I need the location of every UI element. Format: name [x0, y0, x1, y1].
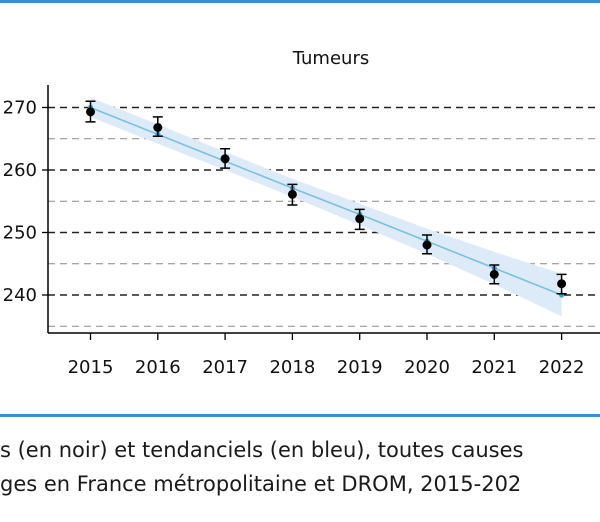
- observed-point-2020: [422, 234, 432, 255]
- observed-point-2022: [556, 273, 567, 295]
- x-tick-label-2015: 2015: [68, 357, 114, 378]
- confidence-band: [90, 97, 562, 317]
- chart-title: Tumeurs: [292, 48, 369, 69]
- observed-point-2016: [152, 116, 163, 137]
- x-tick-label-2022: 2022: [539, 357, 585, 378]
- observed-point-2021: [489, 264, 500, 285]
- observed-marker-2020: [422, 240, 432, 250]
- observed-marker-2022: [557, 279, 567, 289]
- trend-line: [90, 106, 562, 296]
- observed-point-2018: [287, 183, 298, 206]
- y-tick-label-270: 270: [3, 98, 37, 119]
- bottom-rule: [0, 414, 600, 417]
- observed-point-2017: [220, 148, 231, 169]
- top-rule: [0, 0, 600, 3]
- y-axis-ticks: 240 250 260 270: [3, 98, 48, 306]
- x-tick-label-2016: 2016: [135, 357, 181, 378]
- y-tick-label-250: 250: [3, 223, 37, 244]
- x-tick-label-2019: 2019: [337, 357, 383, 378]
- y-tick-label-260: 260: [3, 160, 37, 181]
- x-tick-label-2017: 2017: [202, 357, 248, 378]
- trend-confidence-band: [90, 97, 562, 317]
- observed-series: [85, 100, 567, 295]
- observed-marker-2016: [153, 123, 163, 132]
- observed-point-2015: [85, 100, 96, 123]
- caption-line-2: ges en France métropolitaine et DROM, 20…: [0, 472, 522, 496]
- caption-line-1: s (en noir) et tendanciels (en bleu), to…: [0, 438, 524, 462]
- observed-marker-2017: [220, 154, 230, 164]
- axes: [47, 85, 600, 334]
- x-tick-label-2018: 2018: [269, 357, 315, 378]
- y-tick-label-240: 240: [3, 285, 37, 306]
- observed-marker-2021: [489, 269, 499, 279]
- x-axis-ticks: 2015 2016 2017 2018 2019 2020 2021 2022: [68, 333, 585, 378]
- observed-marker-2015: [86, 107, 95, 117]
- observed-point-2019: [354, 208, 365, 231]
- x-tick-label-2021: 2021: [471, 357, 517, 378]
- x-tick-label-2020: 2020: [404, 357, 450, 378]
- observed-marker-2019: [355, 214, 365, 224]
- observed-marker-2018: [287, 189, 297, 199]
